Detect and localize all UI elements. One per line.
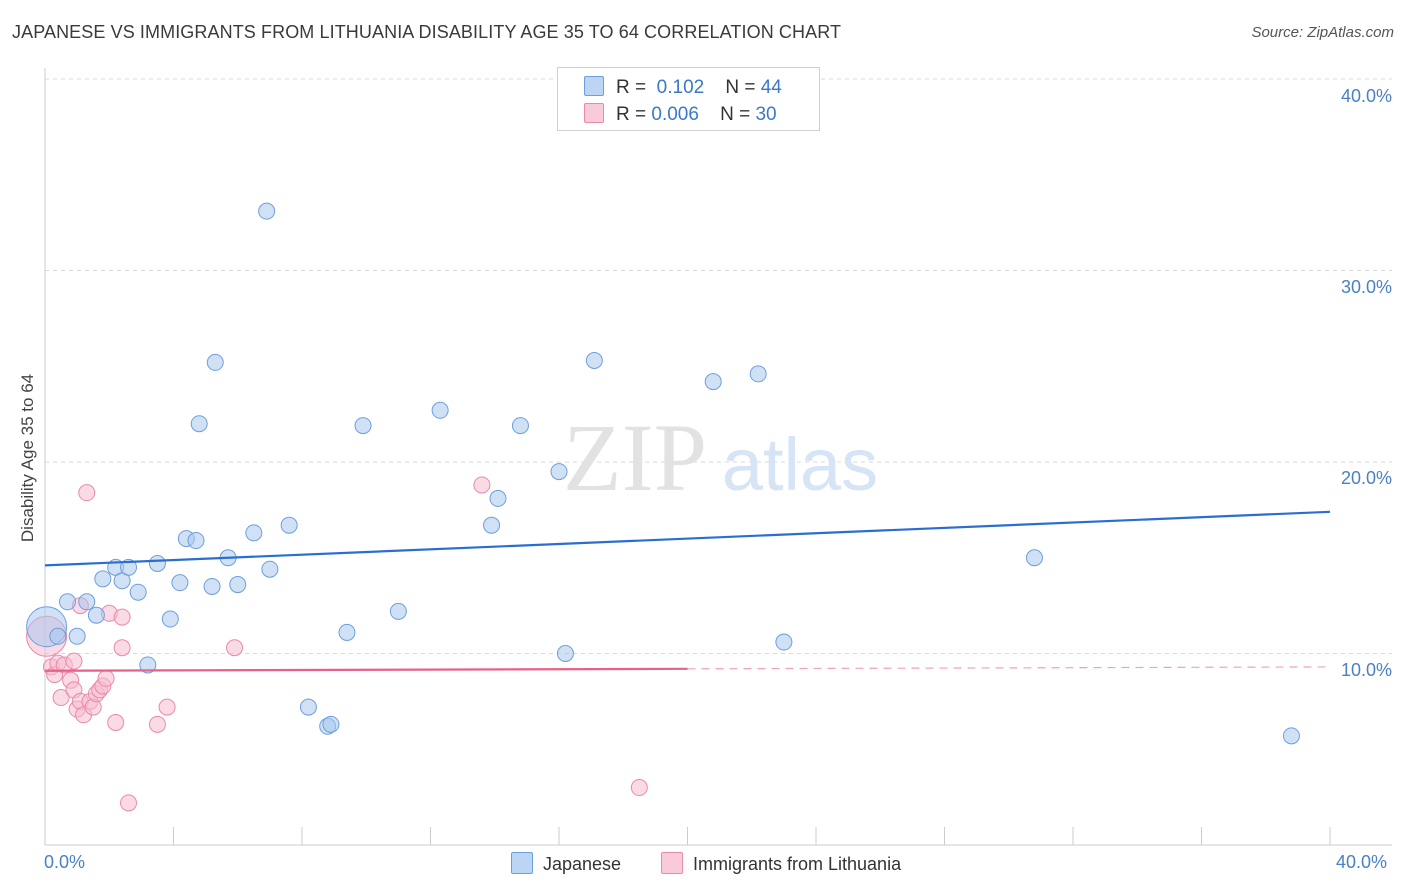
correlation-legend: R = 0.102 N = 44 R = 0.006 N = 30 <box>557 67 820 131</box>
lithuania-point <box>113 608 131 626</box>
japanese-point <box>129 583 147 601</box>
legend-r-value-japanese: 0.102 <box>656 77 705 98</box>
japanese-point <box>58 593 76 611</box>
japanese-point <box>206 353 224 371</box>
y-tick-label-20: 20.0% <box>1340 468 1392 488</box>
legend-swatch-lithuania <box>584 103 604 123</box>
japanese-point <box>749 365 767 383</box>
japanese-point <box>704 373 722 391</box>
japanese-point <box>1025 549 1043 567</box>
lithuania-point <box>158 698 176 716</box>
legend-n-value-japanese: 44 <box>760 77 782 98</box>
lithuania-point <box>107 713 125 731</box>
trend-line-lithuania-extension <box>687 666 1331 670</box>
japanese-point <box>78 593 96 611</box>
lithuania-point <box>148 715 166 733</box>
japanese-point <box>585 352 603 370</box>
japanese-point <box>338 623 356 641</box>
lithuania-point <box>113 639 131 657</box>
japanese-point <box>775 633 793 651</box>
japanese-point <box>120 558 138 576</box>
japanese-point <box>489 489 507 507</box>
japanese-point <box>299 698 317 716</box>
trend-line-lithuania <box>44 667 688 672</box>
x-tick-label-max: 40.0% <box>1336 852 1388 872</box>
japanese-point <box>49 627 67 645</box>
x-tick-label-min: 0.0% <box>44 852 86 872</box>
bottom-legend-swatch-japanese <box>511 852 533 874</box>
japanese-point <box>280 516 298 534</box>
legend-row-lithuania: R = 0.006 N = 30 <box>584 103 777 125</box>
legend-r-value-lithuania: 0.006 <box>651 104 699 125</box>
trend-lines <box>44 510 1331 672</box>
japanese-point <box>68 627 86 645</box>
axes <box>44 68 1392 846</box>
legend-n-value-lithuania: 30 <box>755 104 777 125</box>
lithuania-point <box>473 476 491 494</box>
bottom-legend-label-japanese: Japanese <box>543 854 622 874</box>
japanese-point <box>389 602 407 620</box>
japanese-point <box>258 202 276 220</box>
lithuania-point <box>226 639 244 657</box>
japanese-point <box>187 532 205 550</box>
bottom-legend-label-lithuania: Immigrants from Lithuania <box>693 854 902 874</box>
japanese-point <box>190 415 208 433</box>
bottom-legend-swatch-lithuania <box>661 852 683 874</box>
watermark-atlas: atlas <box>722 423 878 506</box>
lithuania-point <box>52 689 70 707</box>
japanese-point <box>139 656 157 674</box>
lithuania-point <box>97 669 115 687</box>
japanese-point <box>161 610 179 628</box>
japanese-point <box>203 577 221 595</box>
japanese-point <box>431 401 449 419</box>
japanese-point <box>245 524 263 542</box>
legend-n-label: N = <box>720 104 751 125</box>
y-tick-label-40: 40.0% <box>1340 86 1392 106</box>
japanese-point <box>511 417 529 435</box>
series-lithuania-points <box>26 476 648 812</box>
japanese-point <box>556 645 574 662</box>
y-tick-label-30: 30.0% <box>1340 277 1392 297</box>
legend-r-label: R = <box>616 77 647 98</box>
japanese-point <box>94 570 112 588</box>
japanese-point <box>354 417 372 435</box>
watermark: ZIP atlas <box>563 404 878 511</box>
legend-r-label: R = <box>616 104 647 125</box>
legend-row-japanese: R = 0.102 N = 44 <box>584 76 782 98</box>
watermark-zip: ZIP <box>563 404 707 511</box>
japanese-point <box>171 574 189 592</box>
japanese-point <box>148 554 166 572</box>
japanese-point <box>1282 727 1300 745</box>
japanese-point <box>87 606 105 624</box>
legend-n-label: N = <box>725 77 756 98</box>
japanese-point <box>322 715 340 733</box>
series-japanese-points <box>26 202 1300 745</box>
bottom-legend-lithuania: Immigrants from Lithuania <box>661 852 901 875</box>
y-tick-label-10: 10.0% <box>1340 660 1392 680</box>
gridlines <box>45 78 1392 654</box>
lithuania-point <box>120 794 138 812</box>
trend-line-japanese <box>44 510 1331 567</box>
japanese-point <box>229 576 247 594</box>
source-label: Source: ZipAtlas.com <box>1251 24 1394 41</box>
lithuania-point <box>65 652 83 670</box>
legend-swatch-japanese <box>584 76 604 96</box>
japanese-point <box>483 516 501 534</box>
chart-title: JAPANESE VS IMMIGRANTS FROM LITHUANIA DI… <box>12 22 842 42</box>
japanese-point <box>550 463 568 481</box>
lithuania-point <box>630 779 648 797</box>
lithuania-point <box>78 484 96 502</box>
japanese-point <box>261 560 279 578</box>
bottom-legend-japanese: Japanese <box>511 852 621 875</box>
